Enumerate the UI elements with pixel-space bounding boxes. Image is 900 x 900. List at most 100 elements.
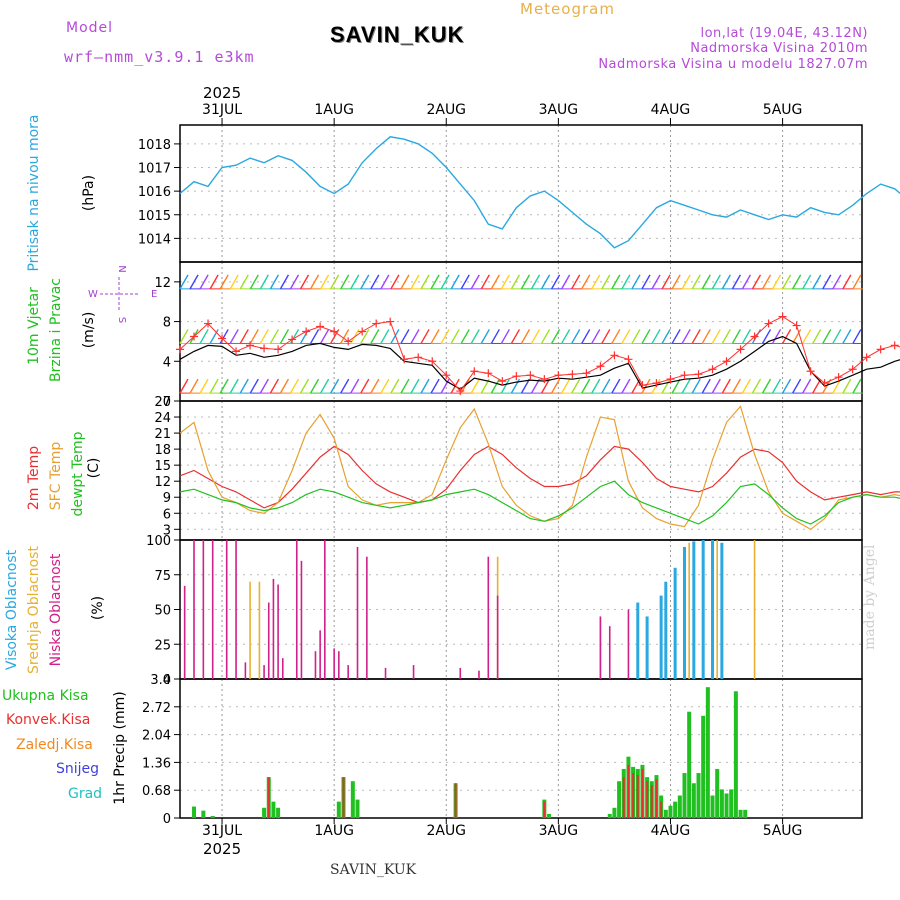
wind-barb — [309, 378, 320, 394]
bottom-day-label: 2AUG — [426, 823, 466, 839]
wind-barb — [490, 329, 500, 344]
wind-barb — [832, 378, 842, 394]
wind-barb — [530, 329, 541, 344]
wind-barb — [299, 274, 310, 290]
wind-barb — [400, 274, 410, 290]
wind-gust-marker — [554, 371, 563, 380]
wind-barb — [380, 329, 390, 344]
wind-barb — [410, 274, 420, 290]
wind-barb — [460, 274, 470, 290]
precip-total-bar — [719, 789, 724, 818]
wind-barb — [279, 329, 290, 344]
wind-barb — [741, 378, 752, 394]
wind-barb — [691, 378, 701, 394]
y-tick-label: 100 — [146, 534, 171, 549]
wind-barb — [661, 274, 671, 290]
wind-barb — [842, 329, 852, 344]
model-elevation-label: Nadmorska Visina u modelu 1827.07m — [598, 57, 868, 72]
wind-gust-marker — [540, 375, 549, 384]
model-label: Model — [66, 20, 114, 36]
y-tick-label: 25 — [154, 638, 171, 653]
wind-gust-marker — [778, 312, 787, 321]
cloud-low-bar — [366, 556, 368, 679]
cloud-mid-bar — [716, 540, 718, 679]
panel-frame — [179, 678, 863, 819]
wind-barb — [259, 378, 269, 394]
precip-total-bar — [336, 801, 341, 818]
cloud-mid-bar — [258, 581, 261, 679]
wind-barb — [601, 274, 611, 290]
wind-barb — [812, 378, 822, 394]
wind-barb — [540, 378, 551, 394]
wind-barb — [209, 378, 219, 394]
bottom-day-label: 5AUG — [763, 823, 803, 839]
wind-barb — [520, 378, 531, 394]
wind-barb — [360, 329, 370, 344]
cloud-low-bar — [263, 665, 265, 679]
wind-barb — [731, 378, 741, 394]
y-tick-label: 27 — [154, 395, 171, 410]
wind-barb — [631, 329, 641, 344]
wind-barb — [621, 329, 631, 344]
wind-barb — [450, 329, 460, 344]
wind-barb — [279, 378, 290, 394]
y-tick-label: 0 — [163, 673, 171, 688]
cloud-low-bar — [183, 585, 186, 679]
wind-barb — [440, 329, 450, 344]
wind-gust-marker — [512, 372, 521, 381]
wind-gust-marker — [834, 373, 843, 382]
cloud-high-bar — [720, 542, 724, 679]
wind-barb — [430, 329, 440, 344]
wind-barb — [319, 378, 330, 394]
wind-gust-marker — [708, 365, 717, 374]
wind-barb — [852, 329, 862, 344]
wind-barb — [350, 274, 360, 290]
wind-barb — [340, 329, 350, 344]
wind-barb — [289, 274, 300, 290]
wind-barb — [802, 329, 812, 344]
precip-total-bar — [691, 783, 696, 818]
wind-barb — [701, 378, 711, 394]
wind-barb — [299, 378, 310, 394]
wind-barb — [500, 378, 510, 394]
cloud-mid-bar — [688, 542, 690, 679]
top-day-label: 3AUG — [539, 102, 579, 118]
cloud-high-bar — [645, 616, 649, 679]
wind-barb — [370, 378, 380, 394]
wind-barb — [209, 329, 219, 344]
wind-barb — [721, 378, 731, 394]
cloud-low-bar — [211, 540, 214, 679]
wind-gust-marker — [428, 357, 437, 366]
wind-barb — [561, 329, 571, 344]
sfc-temp-axis-title: SFC Temp — [48, 442, 64, 511]
wind-barb — [219, 378, 229, 394]
pressure-axis-title: Pritisak na nivou mora — [26, 114, 42, 271]
model-version: wrf—nmm_v3.9.1 e3km — [64, 48, 255, 66]
wind-barb — [239, 274, 249, 290]
wind-barb — [852, 274, 862, 290]
wind-barb — [591, 274, 601, 290]
snow-title: Snijeg — [56, 761, 99, 777]
wind-barb — [571, 274, 581, 290]
cloud-unit: (%) — [90, 596, 106, 620]
cloud-low-bar — [384, 667, 387, 679]
precip-total-bar — [547, 813, 552, 818]
wind-barb — [761, 274, 772, 290]
wind-barb — [792, 378, 802, 394]
wind-barb — [781, 378, 792, 394]
wind-barb — [209, 274, 219, 290]
wind-gust-marker — [764, 319, 773, 328]
wind-gust-marker — [652, 379, 661, 388]
wind-barb — [470, 329, 480, 344]
y-tick-label: 3 — [163, 523, 171, 538]
wind-barb — [591, 329, 601, 344]
precip-conv-bar — [641, 768, 644, 818]
precip-total-bar — [668, 805, 673, 818]
cloud-high-bar — [682, 546, 686, 679]
wind-gust-marker — [330, 327, 339, 336]
wind-barb — [380, 378, 390, 394]
wind-barb — [842, 274, 852, 290]
wind-barb — [179, 274, 189, 290]
wind-barb — [571, 378, 581, 394]
precip-conv-bar — [650, 785, 653, 818]
